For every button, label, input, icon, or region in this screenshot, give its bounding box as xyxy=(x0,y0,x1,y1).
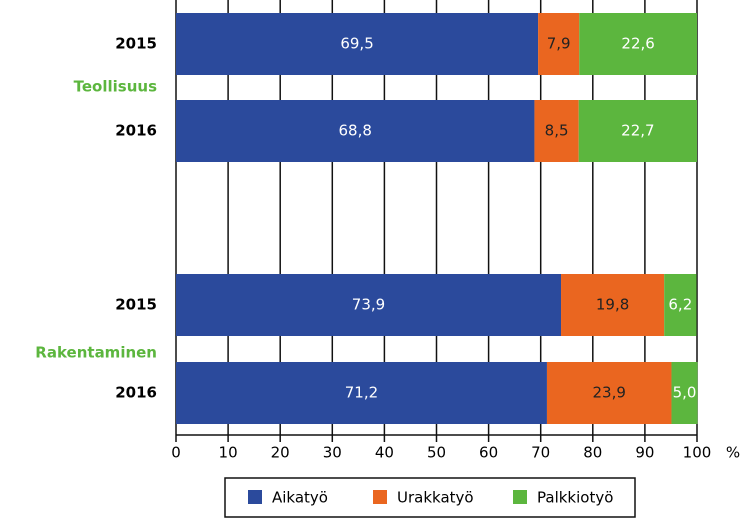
x-tick-label: 40 xyxy=(375,444,394,462)
y-tick-label: 2016 xyxy=(115,122,157,140)
y-tick-label: 2016 xyxy=(115,384,157,402)
bar-segment xyxy=(534,100,579,162)
x-tick-label: 20 xyxy=(271,444,290,462)
bar-segment xyxy=(578,100,697,162)
data-label: 6,2 xyxy=(668,296,692,314)
bar-segment xyxy=(561,274,665,336)
x-tick-label: 0 xyxy=(171,444,181,462)
data-label: 22,7 xyxy=(621,122,654,140)
bar-segment xyxy=(538,13,580,75)
data-label: 19,8 xyxy=(596,296,629,314)
bar-segment xyxy=(176,362,547,424)
data-label: 23,9 xyxy=(593,384,626,402)
bar-segment xyxy=(671,362,698,424)
legend-swatch xyxy=(513,490,527,504)
bar-segment xyxy=(664,274,697,336)
x-tick-label: 70 xyxy=(531,444,550,462)
group-label: Teollisuus xyxy=(74,78,157,96)
data-label: 73,9 xyxy=(352,296,385,314)
legend-label: Palkkiotyö xyxy=(537,489,613,507)
data-label: 68,8 xyxy=(339,122,372,140)
legend-swatch xyxy=(373,490,387,504)
x-tick-label: 60 xyxy=(479,444,498,462)
bar-segment xyxy=(546,362,672,424)
x-axis-label: % xyxy=(726,444,740,462)
data-label: 71,2 xyxy=(345,384,378,402)
data-label: 22,6 xyxy=(621,35,654,53)
data-label: 5,0 xyxy=(673,384,697,402)
bar-segment xyxy=(176,100,535,162)
legend-label: Aikatyö xyxy=(272,489,328,507)
data-label: 69,5 xyxy=(340,35,373,53)
x-tick-label: 30 xyxy=(323,444,342,462)
legend-box xyxy=(224,477,636,518)
bar-segment xyxy=(579,13,697,75)
x-tick-label: 100 xyxy=(683,444,712,462)
data-label: 7,9 xyxy=(547,35,571,53)
x-tick-label: 50 xyxy=(427,444,446,462)
bar-segment xyxy=(176,13,539,75)
x-tick-label: 90 xyxy=(635,444,654,462)
y-tick-label: 2015 xyxy=(115,296,157,314)
y-tick-label: 2015 xyxy=(115,35,157,53)
group-label: Rakentaminen xyxy=(35,344,157,362)
x-tick-label: 80 xyxy=(583,444,602,462)
data-label: 8,5 xyxy=(545,122,569,140)
legend-label: Urakkatyö xyxy=(397,489,474,507)
bar-segment xyxy=(176,274,562,336)
x-tick-label: 10 xyxy=(219,444,238,462)
legend-swatch xyxy=(248,490,262,504)
